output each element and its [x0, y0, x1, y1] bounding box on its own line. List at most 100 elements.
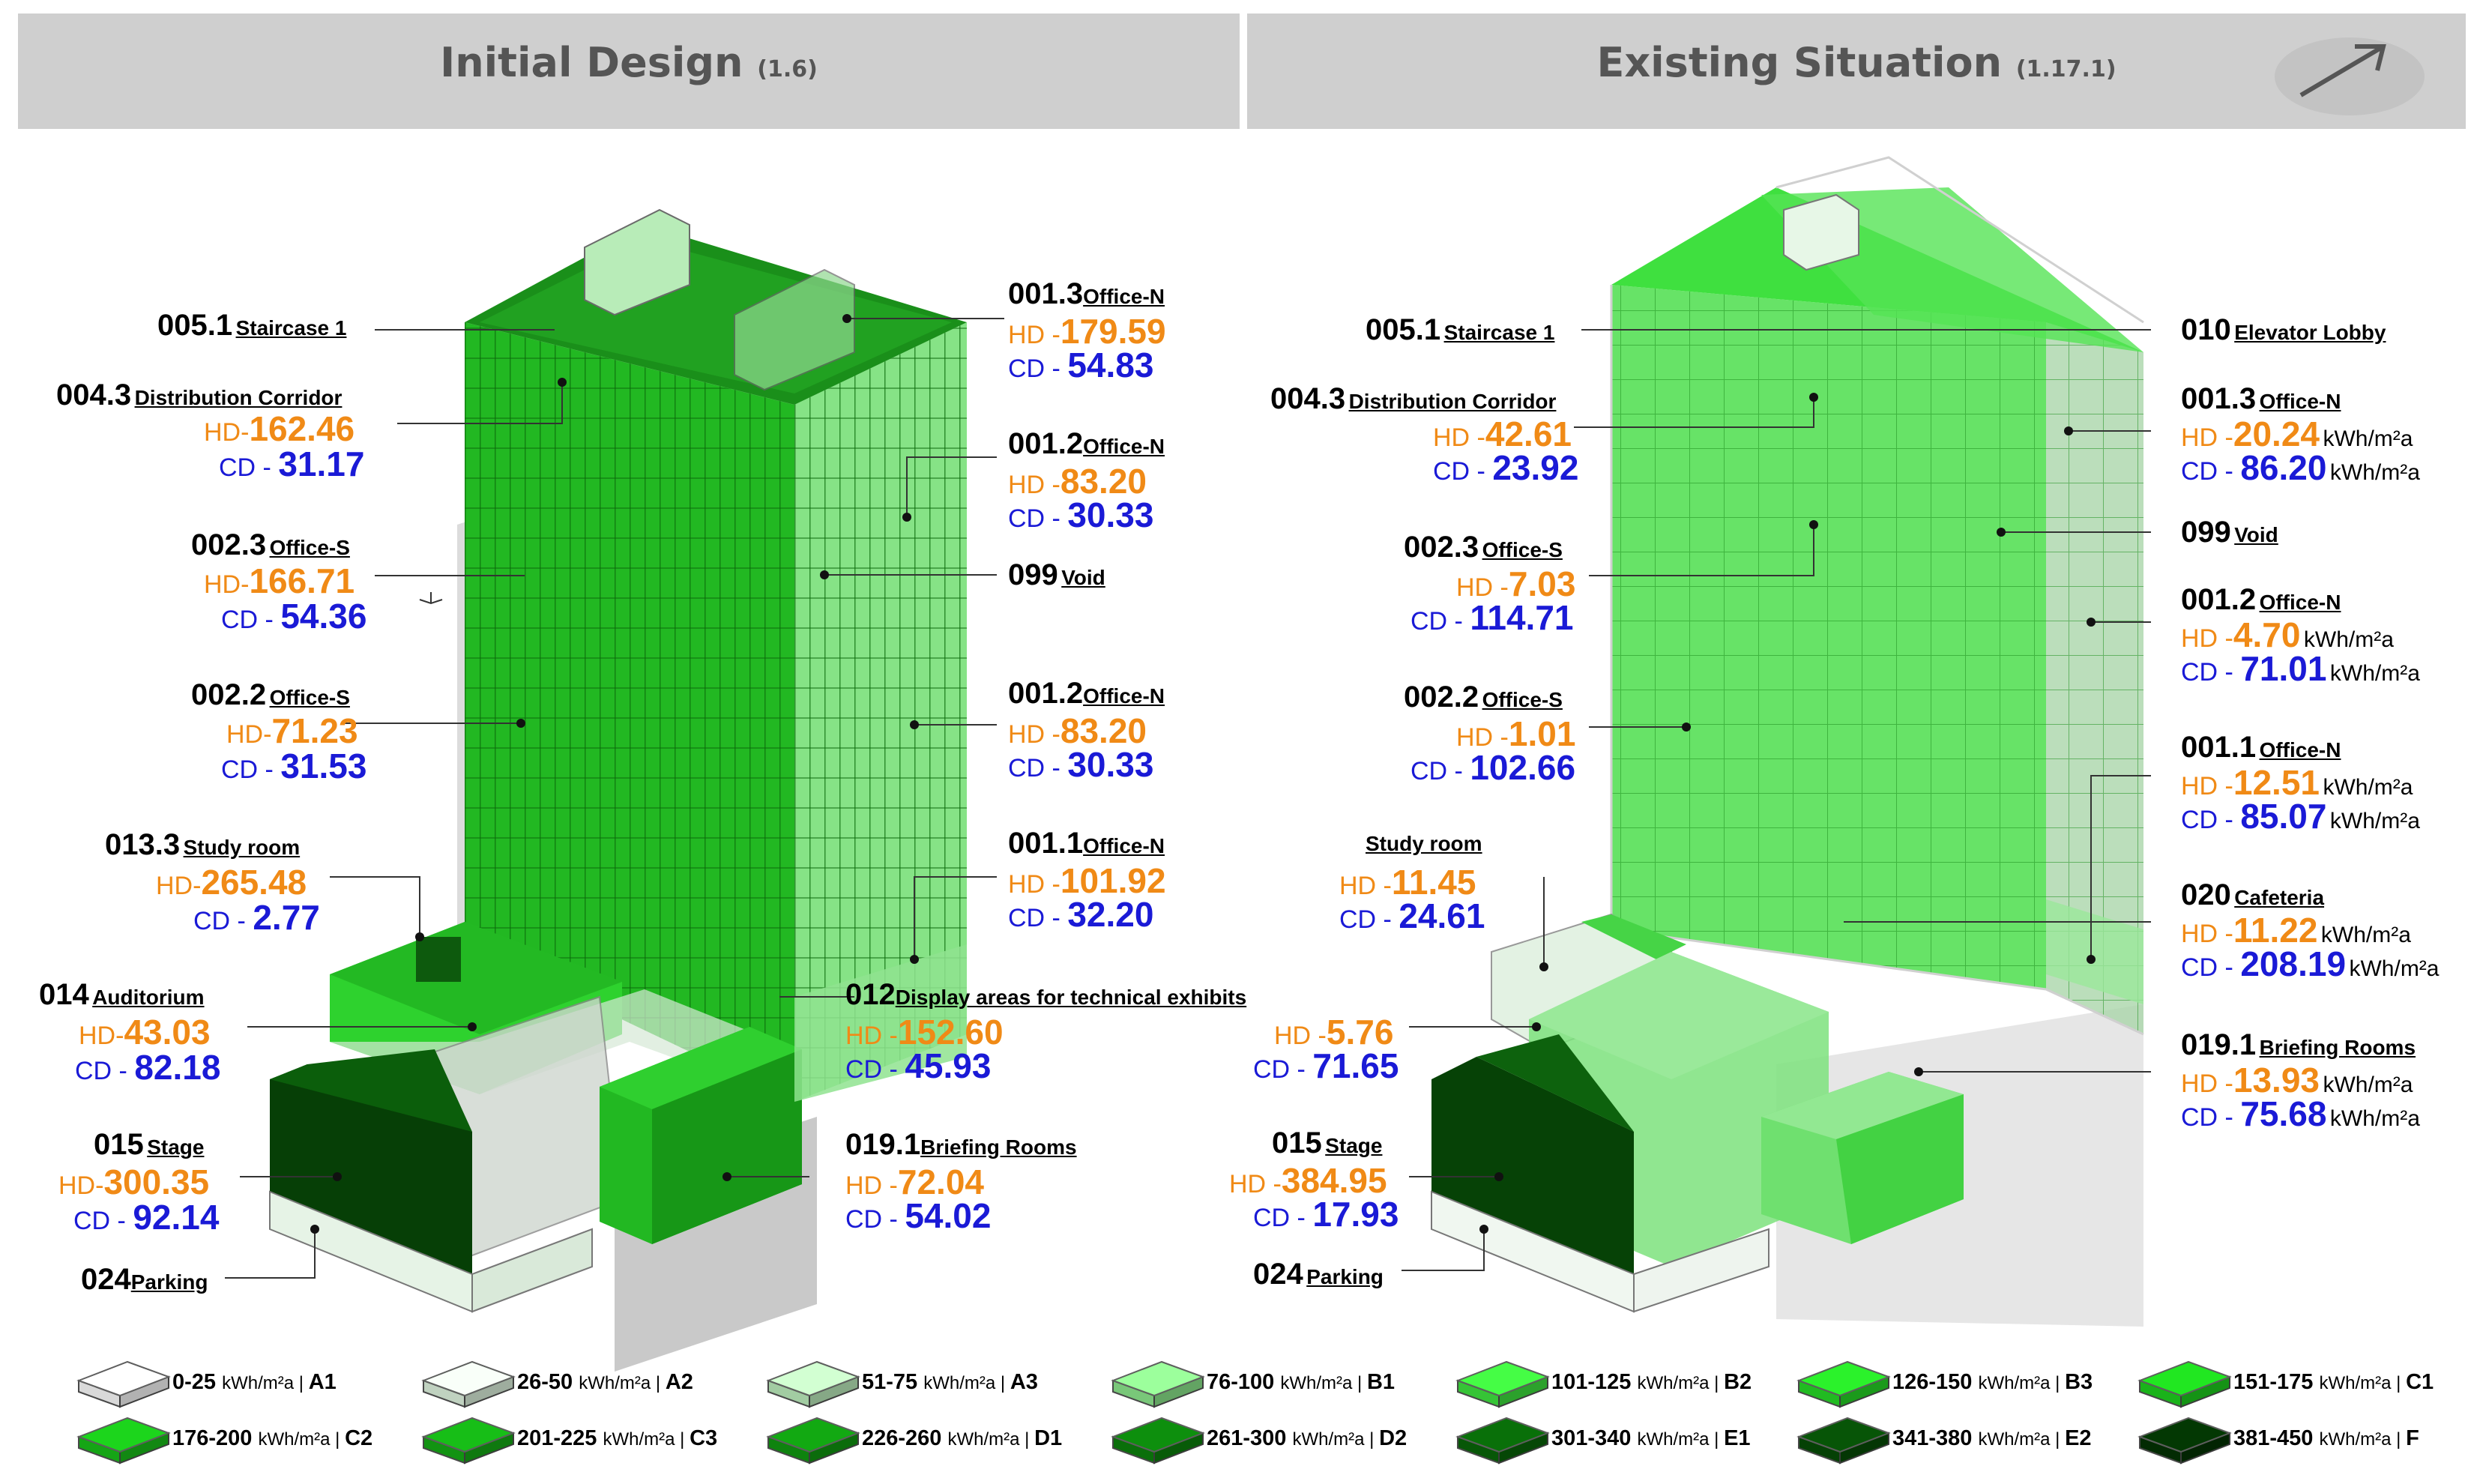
legend-swatch-icon — [421, 1417, 516, 1465]
hd-value: HD-43.03 — [79, 1013, 211, 1052]
hd-value: HD -20.24 kWh/m²a — [2181, 414, 2413, 453]
compass-arrow-icon — [2275, 37, 2425, 115]
label-distribution-corridor: 004.3 Distribution Corridor — [1270, 382, 1557, 415]
hd-value: HD -11.45 — [1339, 863, 1476, 902]
legend-unit: kWh/m²a | — [923, 1373, 1010, 1393]
label-briefing-rooms: 019.1Briefing Rooms — [845, 1128, 1077, 1161]
cd-value: CD - 71.65 — [1253, 1046, 1399, 1085]
legend-item: 201-225 kWh/m²a | C3 — [517, 1426, 717, 1451]
legend-item: 126-150 kWh/m²a | B3 — [1892, 1370, 2093, 1395]
cd-value: CD - 208.19 kWh/m²a — [2181, 944, 2440, 983]
header-title: Existing Situation — [1596, 39, 2003, 86]
legend-unit: kWh/m²a | — [2319, 1429, 2407, 1450]
cd-value: CD - 82.18 — [75, 1048, 221, 1087]
legend-item: 226-260 kWh/m²a | D1 — [862, 1426, 1062, 1451]
legend-unit: kWh/m²a | — [947, 1429, 1035, 1450]
label-distribution-corridor: 004.3 Distribution Corridor — [56, 378, 343, 411]
label-office-s-2-3: 002.3 Office-S — [191, 528, 350, 561]
label-office-s-2-3: 002.3 Office-S — [1404, 531, 1563, 564]
legend-swatch-icon — [76, 1417, 171, 1465]
legend-swatch-icon — [1455, 1417, 1550, 1465]
label-office-s-2-2: 002.2 Office-S — [1404, 681, 1563, 714]
label-parking: 024 Parking — [1253, 1258, 1384, 1291]
label-staircase-1: 005.1 Staircase 1 — [1366, 313, 1555, 346]
cd-value: CD - 114.71 — [1411, 598, 1574, 637]
legend-item: 301-340 kWh/m²a | E1 — [1551, 1426, 1751, 1451]
legend-item: 51-75 kWh/m²a | A3 — [862, 1370, 1038, 1395]
legend-item: 261-300 kWh/m²a | D2 — [1207, 1426, 1407, 1451]
legend-item: 381-450 kWh/m²a | F — [2233, 1426, 2419, 1451]
legend-range: 101-125 — [1551, 1370, 1638, 1394]
label-office-n-1-3: 001.3 Office-N — [2181, 382, 2341, 415]
legend-unit: kWh/m²a | — [1978, 1429, 2066, 1450]
legend-grade: B2 — [1724, 1370, 1752, 1394]
label-stage: 015 Stage — [94, 1128, 205, 1161]
label-stage: 015 Stage — [1272, 1126, 1383, 1159]
header-version: (1.6) — [757, 56, 818, 82]
label-display-areas: 012Display areas for technical exhibits — [845, 978, 1247, 1011]
cd-value: CD - 2.77 — [193, 898, 320, 937]
cd-value: CD - 32.20 — [1008, 895, 1154, 934]
hd-value: HD -4.70 kWh/m²a — [2181, 615, 2394, 654]
hd-value: HD -72.04 — [845, 1162, 985, 1201]
legend-swatch-icon — [766, 1360, 860, 1408]
label-study-room: Study room — [1366, 832, 1482, 855]
cd-value: CD - 24.61 — [1339, 896, 1485, 935]
header-existing-situation: Existing Situation (1.17.1) — [1247, 13, 2466, 129]
header-version: (1.17.1) — [2015, 56, 2117, 82]
legend-grade: C2 — [345, 1426, 373, 1450]
legend-item: 0-25 kWh/m²a | A1 — [172, 1370, 337, 1395]
label-staircase-1: 005.1 Staircase 1 — [157, 309, 347, 342]
hd-value: HD -83.20 — [1008, 462, 1147, 501]
legend-swatch-icon — [766, 1417, 860, 1465]
legend-item: 76-100 kWh/m²a | B1 — [1207, 1370, 1395, 1395]
cd-value: CD - 31.53 — [221, 746, 367, 785]
legend-unit: kWh/m²a | — [1637, 1429, 1725, 1450]
cd-value: CD - 30.33 — [1008, 495, 1154, 534]
leader-lines — [225, 318, 2151, 1279]
legend-grade: D2 — [1379, 1426, 1408, 1450]
hd-value: HD-300.35 — [58, 1162, 210, 1201]
legend-grade: C3 — [690, 1426, 718, 1450]
legend-swatch-icon — [1111, 1360, 1205, 1408]
cd-value: CD - 71.01 kWh/m²a — [2181, 649, 2420, 688]
legend-range: 51-75 — [862, 1370, 924, 1394]
legend-grade: F — [2406, 1426, 2419, 1450]
cd-value: CD - 92.14 — [73, 1198, 220, 1237]
legend-unit: kWh/m²a | — [1292, 1429, 1380, 1450]
legend-range: 151-175 — [2233, 1370, 2320, 1394]
cd-value: CD - 85.07 kWh/m²a — [2181, 797, 2420, 836]
legend-swatch-icon — [76, 1360, 171, 1408]
label-auditorium: 014 Auditorium — [39, 978, 205, 1011]
legend-range: 381-450 — [2233, 1426, 2320, 1450]
legend-range: 26-50 — [517, 1370, 579, 1394]
legend-grade: B3 — [2065, 1370, 2093, 1394]
legend-unit: kWh/m²a | — [1637, 1373, 1725, 1393]
legend-unit: kWh/m²a | — [2319, 1373, 2407, 1393]
hd-value: HD -7.03 — [1456, 564, 1576, 603]
legend-swatch-icon — [1111, 1417, 1205, 1465]
legend-grade: A3 — [1010, 1370, 1038, 1394]
legend-grade: B1 — [1366, 1370, 1396, 1394]
header-title: Initial Design — [440, 39, 743, 86]
legend-range: 201-225 — [517, 1426, 603, 1450]
label-void: 099 Void — [2181, 516, 2278, 549]
cd-value: CD - 54.02 — [845, 1196, 992, 1235]
hd-value: HD -1.01 — [1456, 714, 1576, 753]
legend-grade: E1 — [1724, 1426, 1751, 1450]
cd-value: CD - 17.93 — [1253, 1195, 1399, 1234]
cd-value: CD - 54.36 — [221, 597, 367, 636]
hd-value: HD -101.92 — [1008, 861, 1166, 900]
label-office-n-1-2: 001.2Office-N — [1008, 677, 1165, 710]
cd-value: CD - 30.33 — [1008, 745, 1154, 784]
legend-unit: kWh/m²a | — [579, 1373, 666, 1393]
hd-value: HD -11.22 kWh/m²a — [2181, 911, 2411, 950]
label-office-n-1-2: 001.2 Office-N — [2181, 583, 2341, 616]
label-office-n-1-2: 001.2Office-N — [1008, 427, 1165, 460]
legend-swatch-icon — [1796, 1360, 1891, 1408]
hd-value: HD-166.71 — [204, 561, 355, 600]
label-study-room: 013.3 Study room — [105, 828, 301, 861]
legend-item: 341-380 kWh/m²a | E2 — [1892, 1426, 2092, 1451]
hd-value: HD -384.95 — [1229, 1161, 1387, 1200]
legend-unit: kWh/m²a | — [258, 1429, 346, 1450]
